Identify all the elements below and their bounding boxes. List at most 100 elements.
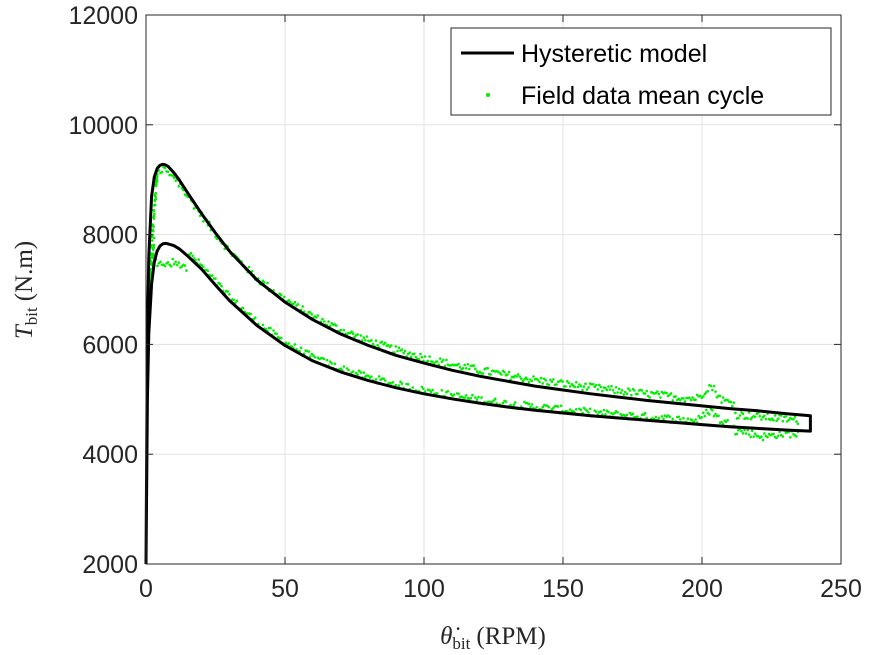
field-data-point (741, 432, 745, 435)
field-data-point (471, 393, 474, 397)
field-data-point (376, 343, 379, 347)
field-data-point (283, 295, 286, 299)
field-data-point (330, 362, 334, 365)
field-data-point (249, 312, 252, 316)
field-data-point (396, 349, 399, 353)
field-data-point (474, 367, 477, 371)
field-data-point (293, 300, 297, 304)
field-data-point (717, 414, 720, 418)
field-data-point (622, 393, 625, 396)
field-data-point (627, 387, 630, 390)
field-data-point (608, 388, 612, 391)
field-data-point (695, 393, 699, 397)
model-curve (144, 162, 812, 565)
field-data-point (414, 355, 418, 359)
field-data-point (408, 351, 412, 354)
field-data-point (747, 411, 751, 414)
y-tick-label: 6000 (82, 331, 138, 359)
y-axis-label-unit: (N.m) (11, 241, 38, 301)
field-data-point (645, 416, 648, 420)
field-data-point (241, 306, 245, 310)
field-data-point (399, 380, 402, 384)
field-data-point (544, 379, 548, 382)
field-data-point (315, 316, 318, 319)
field-data-point (671, 417, 674, 421)
field-data-point (576, 385, 580, 389)
field-data-point (795, 420, 798, 423)
field-data-point (339, 367, 343, 371)
field-data-point (624, 390, 627, 394)
field-data-point (775, 436, 778, 440)
field-data-point (792, 417, 795, 421)
field-data-point (686, 417, 690, 421)
field-data-point (275, 332, 279, 336)
field-data-point (573, 385, 577, 389)
field-data-point (422, 387, 425, 391)
x-tick-label: 150 (542, 575, 584, 603)
field-data-point (559, 404, 563, 408)
field-data-point (492, 399, 496, 402)
field-data-point (197, 258, 200, 261)
field-data-point (547, 405, 551, 409)
field-data-point (749, 435, 752, 439)
field-data-point (536, 378, 540, 382)
field-data-point (500, 373, 503, 376)
field-data-point (702, 395, 705, 398)
field-data-point (587, 411, 590, 414)
field-data-point (457, 392, 460, 396)
field-data-point (766, 435, 769, 439)
field-data-point (431, 388, 434, 392)
x-axis-label-unit: (RPM) (476, 623, 545, 650)
field-data-point (335, 324, 338, 327)
field-data-point (359, 371, 363, 374)
field-data-point (775, 419, 778, 423)
field-data-point (550, 380, 554, 384)
field-data-point (688, 396, 691, 400)
field-data-point (657, 416, 661, 420)
field-data-point (648, 396, 651, 399)
field-data-point (151, 229, 155, 233)
field-data-point (518, 375, 522, 378)
field-data-point (206, 269, 210, 273)
legend-label-field: Field data mean cycle (521, 82, 764, 110)
field-data-point (561, 380, 564, 383)
x-axis-ticks: 0 50 100 150 200 250 (139, 15, 862, 603)
field-data-point (367, 374, 370, 378)
field-data-point (764, 417, 768, 421)
field-data-point (310, 313, 314, 316)
field-data-point (397, 346, 401, 350)
field-data-point (152, 217, 156, 220)
field-data-point (763, 414, 766, 418)
field-data-point (489, 373, 493, 376)
field-data-point (261, 323, 265, 327)
field-data-point (154, 203, 157, 207)
field-data-point (702, 411, 705, 415)
field-data-point (628, 389, 632, 392)
field-data-point (682, 416, 685, 420)
field-data-point (509, 403, 512, 407)
field-data-point (263, 281, 266, 284)
field-data-point (458, 366, 462, 369)
field-data-point (351, 332, 355, 335)
field-data-point (568, 408, 572, 411)
field-data-point (264, 327, 268, 331)
field-data-point (737, 416, 740, 420)
field-data-point (192, 257, 196, 260)
field-data-point (587, 386, 590, 389)
field-data-point (613, 391, 616, 395)
field-data-point (440, 360, 444, 364)
field-data-point (700, 416, 703, 419)
field-data-point (527, 402, 531, 406)
field-data-point (738, 414, 742, 417)
field-data-point (333, 362, 337, 366)
field-data-point (703, 414, 707, 418)
field-data-point (616, 411, 619, 414)
field-data-point (309, 355, 312, 358)
field-data-point (169, 265, 173, 268)
field-data-point (417, 358, 421, 361)
field-data-point (413, 352, 416, 356)
field-data-point (254, 316, 257, 320)
field-data-point (481, 372, 485, 375)
field-data-point (461, 367, 465, 370)
field-data-point (356, 333, 360, 336)
